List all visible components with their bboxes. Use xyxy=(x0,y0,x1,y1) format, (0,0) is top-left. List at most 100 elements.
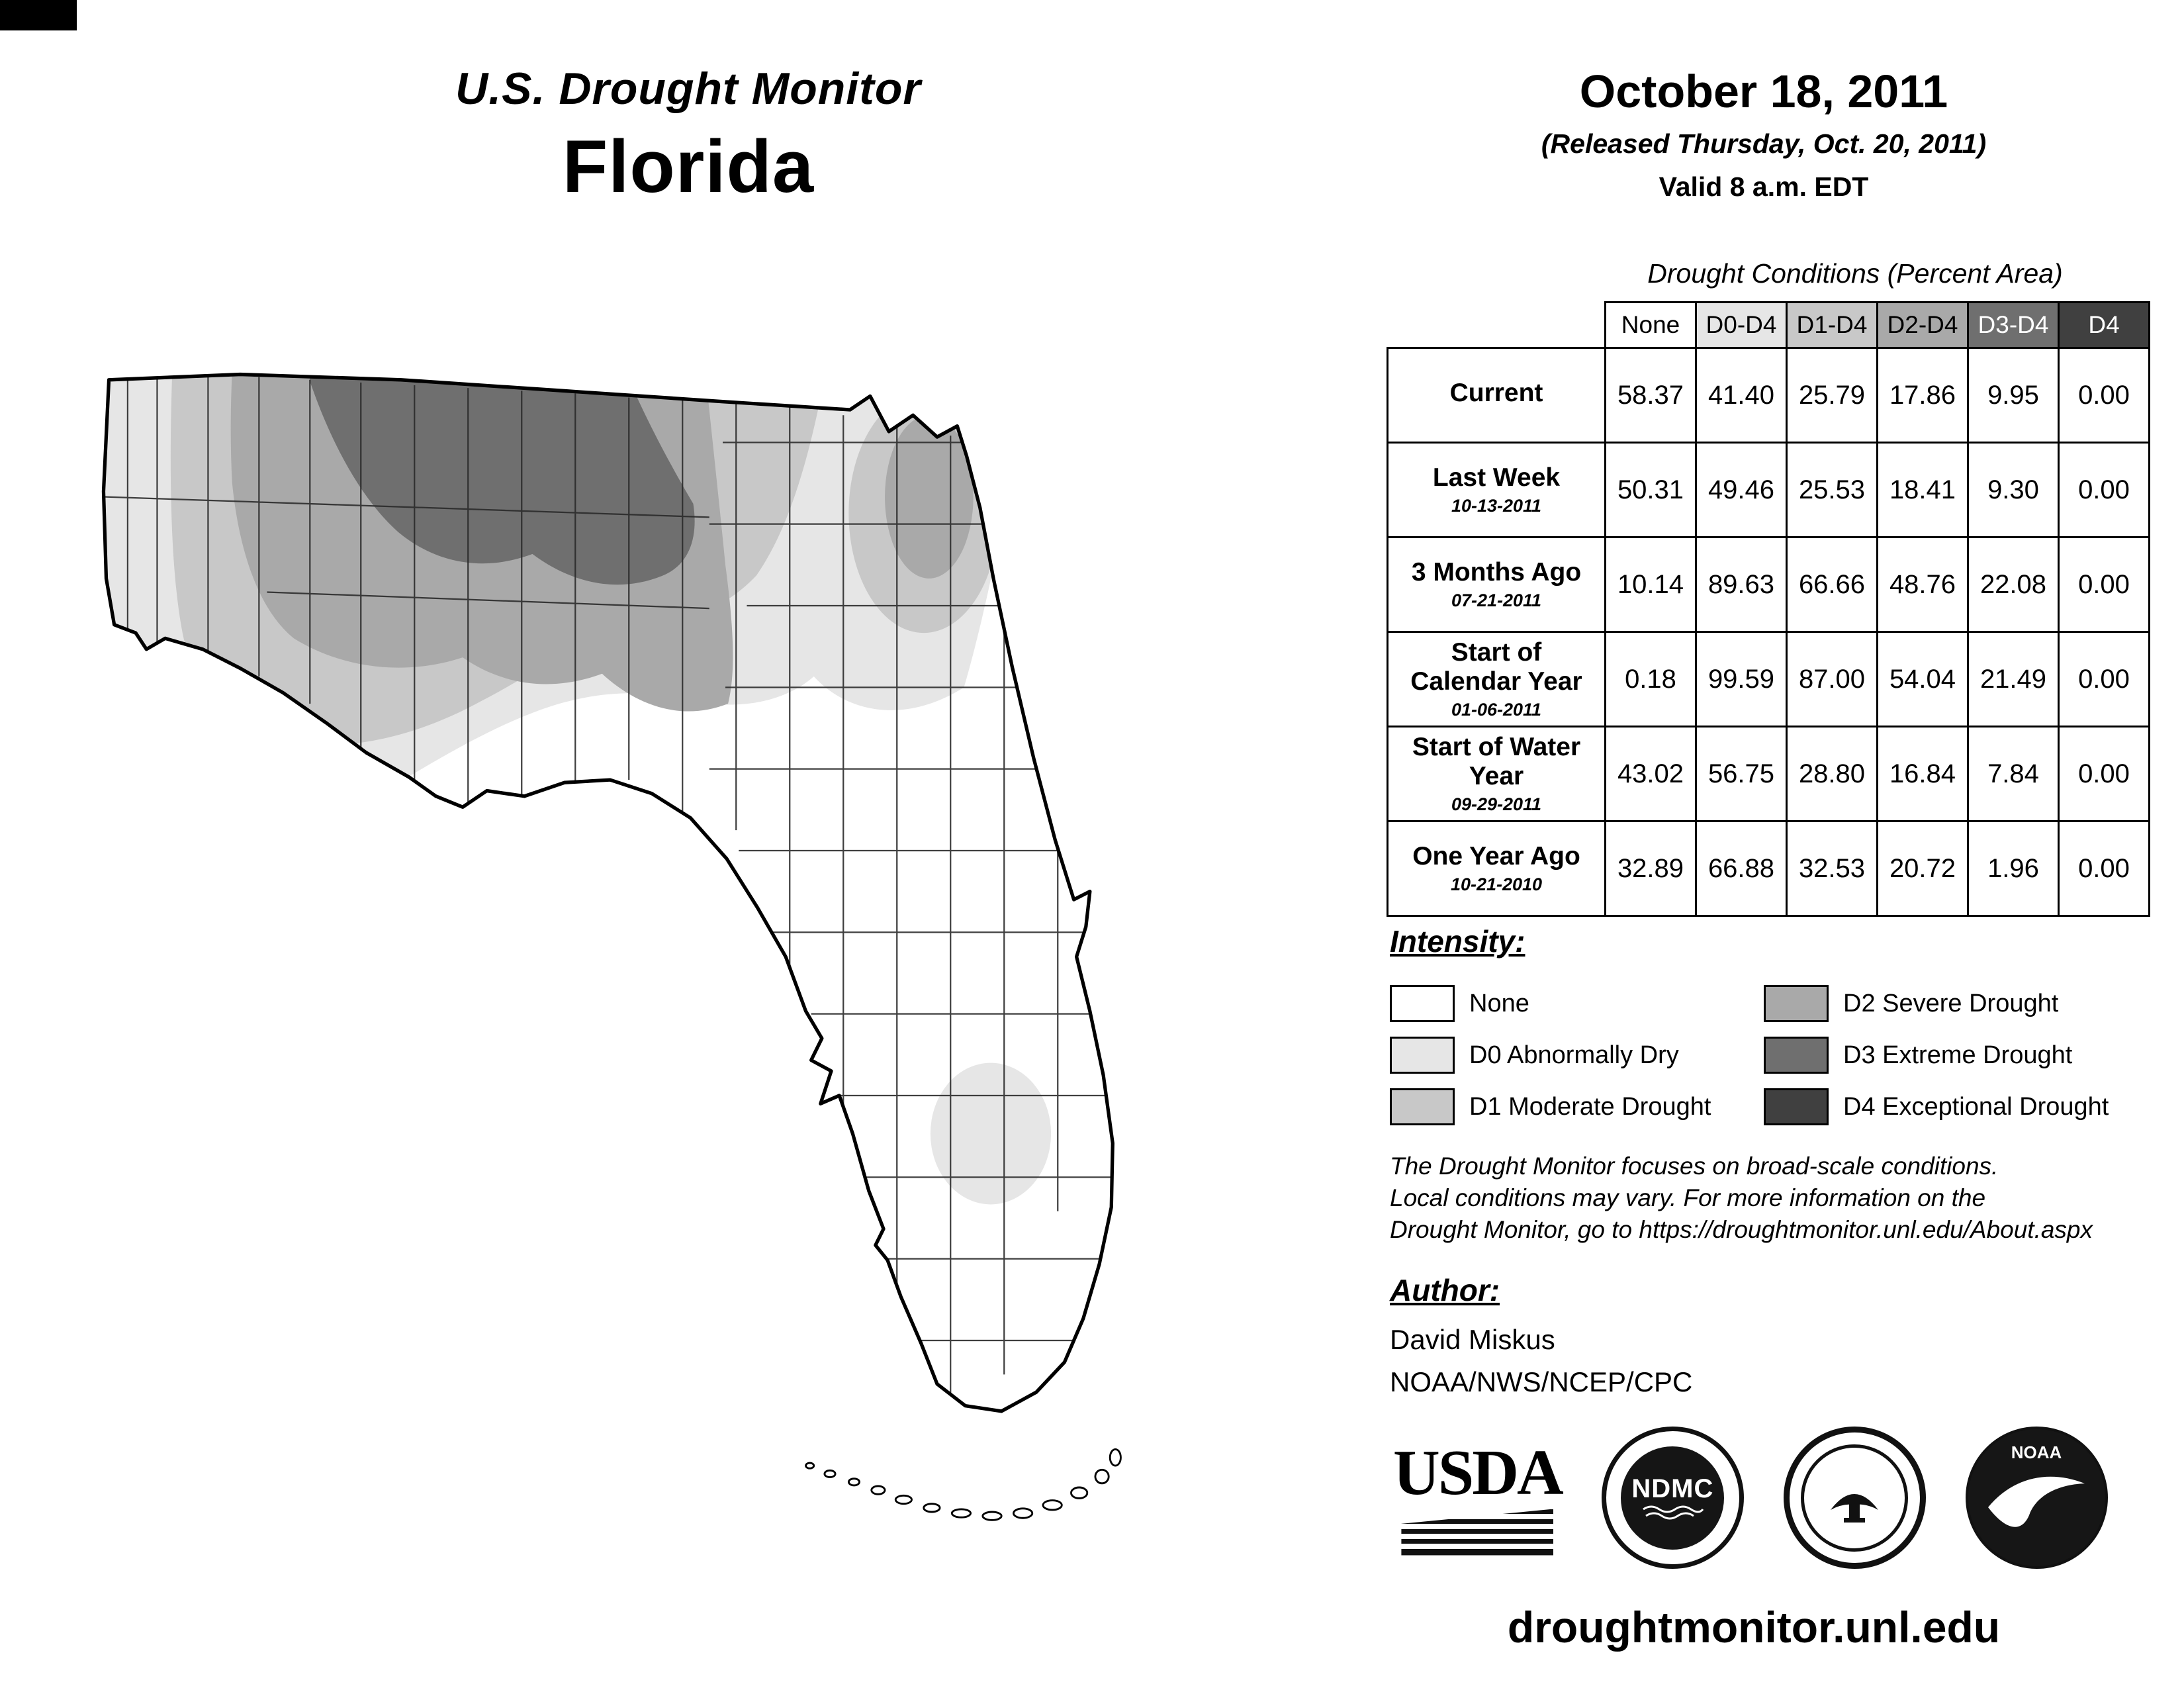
value-cell: 50.31 xyxy=(1604,442,1697,538)
drought-shading xyxy=(103,374,1113,1411)
value-cell: 58.37 xyxy=(1604,347,1697,444)
table-row: Start of Calendar Year 01-06-2011 0.18 9… xyxy=(1387,631,2150,727)
value-cell: 7.84 xyxy=(1967,726,2060,822)
value-cell: 25.79 xyxy=(1786,347,1878,444)
value-cell: 41.40 xyxy=(1695,347,1788,444)
usda-logo: USDA xyxy=(1393,1440,1564,1556)
legend-item-d3: D3 Extreme Drought xyxy=(1764,1029,2109,1081)
disclaimer-line: Local conditions may vary. For more info… xyxy=(1390,1184,1986,1211)
row-header-3-months-ago: 3 Months Ago 07-21-2011 xyxy=(1387,536,1606,633)
col-header-d1-d4: D1-D4 xyxy=(1786,301,1878,349)
svg-text:NOAA: NOAA xyxy=(2011,1442,2062,1462)
legend-grid: None D0 Abnormally Dry D1 Moderate Droug… xyxy=(1390,978,2131,1133)
value-cell: 0.00 xyxy=(2058,536,2150,633)
row-header-start-calendar-year: Start of Calendar Year 01-06-2011 xyxy=(1387,631,1606,727)
date-block: October 18, 2011 (Released Thursday, Oct… xyxy=(1403,65,2124,203)
value-cell: 25.53 xyxy=(1786,442,1878,538)
value-cell: 66.66 xyxy=(1786,536,1878,633)
author-name: David Miskus xyxy=(1390,1324,1555,1355)
legend-column-left: None D0 Abnormally Dry D1 Moderate Droug… xyxy=(1390,978,1764,1133)
valid-time: Valid 8 a.m. EDT xyxy=(1659,171,1869,202)
noaa-seagull-graphic: NOAA xyxy=(1987,1442,2085,1527)
value-cell: 56.75 xyxy=(1695,726,1788,822)
footer-url: droughtmonitor.unl.edu xyxy=(1507,1603,2001,1652)
table-header-row: None D0-D4 D1-D4 D2-D4 D3-D4 D4 xyxy=(1388,301,2150,349)
row-header-start-water-year: Start of Water Year 09-29-2011 xyxy=(1387,726,1606,822)
value-cell: 18.41 xyxy=(1876,442,1969,538)
usda-stripes-graphic xyxy=(1401,1509,1554,1556)
legend-item-d4: D4 Exceptional Drought xyxy=(1764,1081,2109,1133)
value-cell: 43.02 xyxy=(1604,726,1697,822)
legend-swatch-d0 xyxy=(1390,1037,1455,1074)
value-cell: 0.00 xyxy=(2058,442,2150,538)
region-title: Florida xyxy=(562,125,815,208)
intensity-heading: Intensity: xyxy=(1390,924,1525,959)
legend-item-d1: D1 Moderate Drought xyxy=(1390,1081,1764,1133)
report-title: U.S. Drought Monitor xyxy=(455,64,921,114)
value-cell: 32.53 xyxy=(1786,820,1878,917)
value-cell: 87.00 xyxy=(1786,631,1878,727)
table-caption: Drought Conditions (Percent Area) xyxy=(1647,258,2063,289)
value-cell: 54.04 xyxy=(1876,631,1969,727)
col-header-d0-d4: D0-D4 xyxy=(1695,301,1788,349)
legend-swatch-d4 xyxy=(1764,1088,1829,1125)
disclaimer-line: Drought Monitor, go to https://droughtmo… xyxy=(1390,1216,2093,1243)
col-header-d3-d4: D3-D4 xyxy=(1967,301,2060,349)
county-lines xyxy=(103,374,1113,1411)
ndmc-waves-graphic xyxy=(1643,1505,1704,1520)
author-heading: Author: xyxy=(1390,1273,1500,1307)
florida-map-svg xyxy=(101,372,1122,1521)
legend-item-d2: D2 Severe Drought xyxy=(1764,978,2109,1029)
florida-keys xyxy=(805,1448,1122,1521)
value-cell: 1.96 xyxy=(1967,820,2060,917)
legend-swatch-none xyxy=(1390,985,1455,1022)
corner-artifact xyxy=(0,0,77,30)
state-outline xyxy=(101,372,1115,1413)
value-cell: 9.95 xyxy=(1967,347,2060,444)
value-cell: 0.00 xyxy=(2058,820,2150,917)
commerce-eagle-graphic xyxy=(1831,1493,1879,1523)
col-header-d4: D4 xyxy=(2058,301,2150,349)
legend-column-right: D2 Severe Drought D3 Extreme Drought D4 … xyxy=(1764,978,2109,1133)
florida-drought-map xyxy=(79,361,1152,1585)
value-cell: 22.08 xyxy=(1967,536,2060,633)
intensity-legend: Intensity: None D0 Abnormally Dry D1 Mod… xyxy=(1390,923,2131,1133)
value-cell: 16.84 xyxy=(1876,726,1969,822)
value-cell: 89.63 xyxy=(1695,536,1788,633)
value-cell: 28.80 xyxy=(1786,726,1878,822)
ndmc-logo: NDMC xyxy=(1601,1427,1744,1569)
table-corner-cell xyxy=(1388,303,1606,348)
legend-item-none: None xyxy=(1390,978,1764,1029)
legend-item-d0: D0 Abnormally Dry xyxy=(1390,1029,1764,1081)
disclaimer: The Drought Monitor focuses on broad-sca… xyxy=(1390,1150,2144,1246)
row-header-one-year-ago: One Year Ago 10-21-2010 xyxy=(1387,820,1606,917)
department-of-commerce-seal xyxy=(1783,1427,1926,1569)
value-cell: 66.88 xyxy=(1695,820,1788,917)
value-cell: 32.89 xyxy=(1604,820,1697,917)
value-cell: 0.00 xyxy=(2058,726,2150,822)
d3-region xyxy=(307,374,695,585)
legend-swatch-d2 xyxy=(1764,985,1829,1022)
table-row: Start of Water Year 09-29-2011 43.02 56.… xyxy=(1387,726,2150,822)
author-organization: NOAA/NWS/NCEP/CPC xyxy=(1390,1366,1693,1397)
value-cell: 20.72 xyxy=(1876,820,1969,917)
table-row: 3 Months Ago 07-21-2011 10.14 89.63 66.6… xyxy=(1387,536,2150,633)
map-date: October 18, 2011 xyxy=(1579,66,1948,117)
col-header-none: None xyxy=(1604,301,1697,349)
value-cell: 21.49 xyxy=(1967,631,2060,727)
value-cell: 48.76 xyxy=(1876,536,1969,633)
col-header-d2-d4: D2-D4 xyxy=(1876,301,1969,349)
table-row: Current 58.37 41.40 25.79 17.86 9.95 0.0… xyxy=(1387,347,2150,444)
drought-conditions-table: None D0-D4 D1-D4 D2-D4 D3-D4 D4 Current … xyxy=(1387,301,2150,917)
value-cell: 99.59 xyxy=(1695,631,1788,727)
d0-south-central-region xyxy=(930,1062,1052,1205)
row-header-current: Current xyxy=(1387,347,1606,444)
legend-swatch-d1 xyxy=(1390,1088,1455,1125)
value-cell: 9.30 xyxy=(1967,442,2060,538)
value-cell: 49.46 xyxy=(1695,442,1788,538)
row-header-last-week: Last Week 10-13-2011 xyxy=(1387,442,1606,538)
noaa-logo: NOAA xyxy=(1965,1427,2108,1569)
table-row: Last Week 10-13-2011 50.31 49.46 25.53 1… xyxy=(1387,442,2150,538)
table-row: One Year Ago 10-21-2010 32.89 66.88 32.5… xyxy=(1387,820,2150,917)
